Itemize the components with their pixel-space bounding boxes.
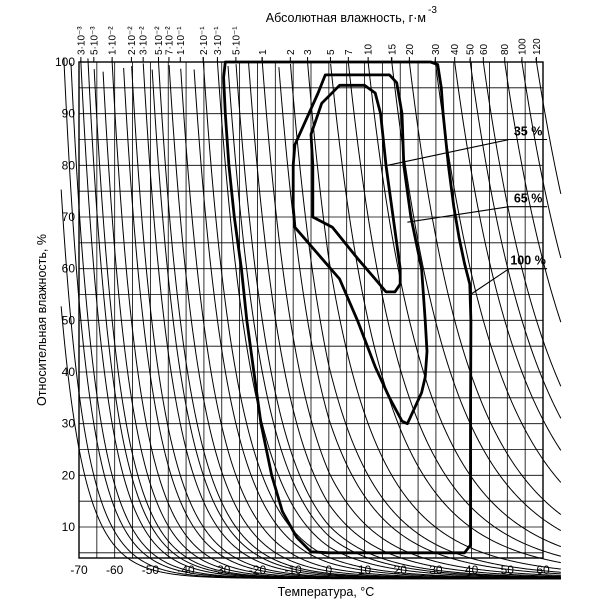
top-axis-ticks: 3·10⁻³ 5·10⁻³ 1·10⁻² 2·10⁻² 3·10⁻² 5·10⁻² 7·10… [76,26,543,62]
top-tick-label: 1 [258,49,269,55]
isoline [248,62,561,577]
isoline [216,60,561,579]
top-tick-label: 2·10⁻² [127,26,138,55]
series-contour [291,73,429,426]
y-tick-label: 80 [62,158,76,172]
y-axis-ticks: 10 20 30 40 50 60 70 80 90 100 [55,55,75,534]
x-tick-label: -50 [142,563,160,577]
annotation-label: 65 % [514,192,543,206]
annotation-label: 35 % [514,125,543,139]
isoline [193,69,561,579]
top-tick-label: 7·10⁻² [164,26,175,55]
x-tick-label: 50 [501,563,515,577]
isoline [123,67,561,580]
y-tick-label: 10 [62,520,76,534]
series-layer [222,60,473,555]
x-tick-label: 0 [326,563,333,577]
top-tick-label: 100 [517,38,528,55]
top-tick-label: 5·10⁻² [154,26,165,55]
top-tick-label: 5 [326,49,337,55]
top-tick-label: 5·10⁻¹ [231,26,242,55]
y-tick-label: 30 [62,417,76,431]
top-axis-title: Абсолютная влажность, г·м [266,11,426,25]
isoline [180,68,561,579]
y-tick-label: 40 [62,365,76,379]
y-tick-label: 90 [62,107,76,121]
isoline [535,58,562,195]
isoline [482,61,562,387]
isoline [434,59,562,483]
x-axis-title: Температура, °С [278,585,375,599]
x-tick-label: -40 [177,563,195,577]
x-tick-label: -10 [284,563,302,577]
top-tick-label: 3·10⁻³ [76,26,87,55]
y-tick-label: 100 [55,55,75,69]
isoline [408,60,562,515]
top-tick-label: 3 [303,49,314,55]
top-tick-label: 3·10⁻¹ [213,26,224,55]
x-tick-label: -30 [213,563,231,577]
top-tick-label: 30 [431,43,442,55]
top-tick-label: 50 [466,43,477,55]
isoline [235,64,561,578]
y-axis-title: Относительная влажность, % [35,234,49,406]
isoline [227,65,561,578]
x-tick-label: 20 [394,563,408,577]
top-tick-label: 2 [286,49,297,55]
top-tick-label: 7 [344,49,355,55]
top-tick-label: 10 [364,43,375,55]
annotations: 35 % 65 % 100 % [387,125,548,295]
top-tick-label: 5·10⁻³ [89,26,100,55]
isoline [521,59,562,259]
y-tick-label: 50 [62,313,76,327]
annotation-label: 100 % [510,254,545,268]
series-contour [309,83,402,294]
top-axis-title-exponent: -3 [428,5,437,16]
top-tick-label: 15 [387,43,398,55]
top-tick-label: 3·10⁻² [139,26,150,55]
isoline [278,67,561,575]
isoline [306,60,561,570]
x-tick-label: -20 [249,563,267,577]
top-tick-label: 40 [450,43,461,55]
top-tick-label: 120 [532,38,543,55]
annotation-leader [470,268,510,295]
annotation-leader [407,206,510,223]
x-axis-ticks: -70 -60 -50 -40 -30 -20 -10 0 10 20 30 40 50 60 [70,563,550,577]
top-tick-label: 1·10⁻² [108,26,119,55]
top-tick-label: 1·10⁻¹ [176,26,187,55]
top-tick-label: 80 [500,43,511,55]
top-tick-label: 2·10⁻¹ [199,26,210,55]
top-tick-label: 20 [405,43,416,55]
isoline [469,58,562,419]
x-tick-label: 10 [358,563,372,577]
x-tick-label: -60 [106,563,124,577]
series-contour [222,60,473,555]
x-tick-label: -70 [70,563,88,577]
isoline [347,63,561,557]
y-tick-label: 60 [62,262,76,276]
annotation-leader [387,138,510,166]
x-tick-label: 30 [429,563,443,577]
isoline [289,63,561,573]
absolute-humidity-isolines [60,57,562,580]
x-tick-label: 40 [465,563,479,577]
top-tick-label: 60 [479,43,490,55]
x-tick-label: 60 [536,563,550,577]
isoline [504,61,562,323]
isoline [330,63,561,564]
y-tick-label: 20 [62,468,76,482]
isoline [151,69,561,580]
isoline [390,57,562,532]
y-tick-label: 70 [62,210,76,224]
